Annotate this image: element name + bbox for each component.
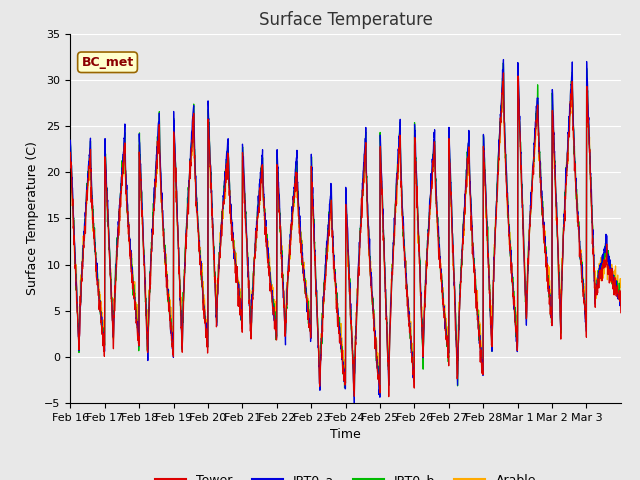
Arable bbox=[316, 383, 324, 388]
X-axis label: Time: Time bbox=[330, 429, 361, 442]
Tower bbox=[543, 265, 550, 271]
Arable bbox=[511, 322, 519, 328]
IRT0_b bbox=[379, 209, 387, 215]
IRT0_a bbox=[512, 324, 520, 330]
IRT0_a bbox=[379, 211, 387, 217]
Line: Tower: Tower bbox=[70, 73, 621, 396]
Tower bbox=[617, 310, 625, 315]
Arable bbox=[240, 180, 248, 185]
IRT0_b bbox=[240, 186, 248, 192]
IRT0_b bbox=[67, 141, 74, 147]
IRT0_b bbox=[609, 282, 617, 288]
Legend: Tower, IRT0_a, IRT0_b, Arable: Tower, IRT0_a, IRT0_b, Arable bbox=[150, 468, 541, 480]
Line: IRT0_b: IRT0_b bbox=[70, 63, 621, 397]
Tower bbox=[67, 150, 74, 156]
Tower bbox=[240, 194, 248, 200]
Arable bbox=[543, 267, 550, 273]
Arable bbox=[122, 174, 129, 180]
IRT0_b bbox=[617, 296, 625, 302]
IRT0_a bbox=[67, 137, 74, 143]
Tower bbox=[512, 329, 520, 335]
Y-axis label: Surface Temperature (C): Surface Temperature (C) bbox=[26, 142, 39, 295]
Tower bbox=[500, 70, 508, 76]
Arable bbox=[379, 210, 387, 216]
Arable bbox=[617, 279, 625, 285]
Arable bbox=[67, 149, 74, 155]
Tower bbox=[385, 394, 392, 399]
Tower bbox=[379, 210, 387, 216]
IRT0_a bbox=[500, 57, 508, 62]
IRT0_a bbox=[240, 174, 248, 180]
Line: Arable: Arable bbox=[70, 77, 621, 385]
IRT0_a bbox=[609, 272, 617, 278]
IRT0_a bbox=[122, 151, 129, 156]
IRT0_b bbox=[122, 171, 129, 177]
IRT0_a bbox=[543, 254, 550, 260]
IRT0_b bbox=[543, 267, 550, 273]
IRT0_b bbox=[514, 60, 522, 66]
IRT0_b bbox=[511, 316, 519, 322]
Arable bbox=[583, 74, 591, 80]
IRT0_a bbox=[351, 400, 358, 406]
Line: IRT0_a: IRT0_a bbox=[70, 60, 621, 403]
Tower bbox=[122, 163, 129, 168]
Arable bbox=[609, 278, 617, 284]
IRT0_a bbox=[617, 296, 625, 301]
IRT0_b bbox=[351, 394, 358, 400]
Title: Surface Temperature: Surface Temperature bbox=[259, 11, 433, 29]
Tower bbox=[609, 281, 617, 287]
Text: BC_met: BC_met bbox=[81, 56, 134, 69]
